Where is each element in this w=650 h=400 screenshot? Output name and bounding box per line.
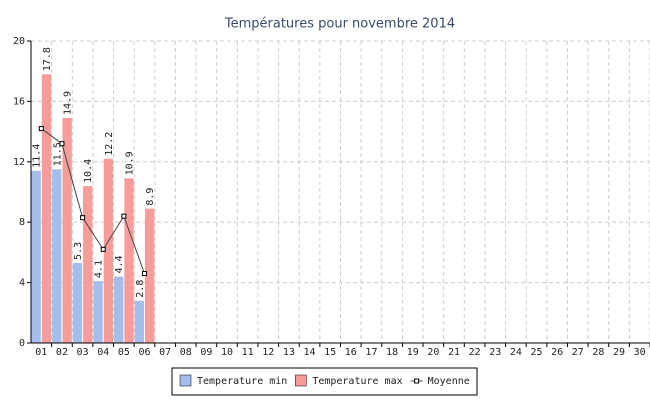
y-tick-label: 8 — [19, 217, 25, 228]
data-label: 8.9 — [145, 188, 156, 206]
x-tick-label: 23 — [489, 347, 501, 358]
bar — [72, 262, 83, 343]
y-tick-label: 20 — [13, 36, 25, 47]
legend-label: Temperature max — [312, 376, 402, 387]
x-tick-label: 19 — [407, 347, 419, 358]
x-tick-label: 14 — [304, 347, 316, 358]
x-tick-label: 30 — [634, 347, 646, 358]
x-tick-label: 16 — [345, 347, 357, 358]
data-label: 11.4 — [32, 144, 43, 168]
data-label: 4.4 — [114, 255, 125, 273]
x-tick-label: 08 — [180, 347, 192, 358]
legend-label: Moyenne — [428, 376, 470, 387]
x-tick-label: 15 — [324, 347, 336, 358]
legend-swatch — [179, 374, 192, 387]
x-tick-label: 09 — [200, 347, 212, 358]
x-tick-label: 01 — [35, 347, 47, 358]
x-tick-label: 12 — [262, 347, 274, 358]
data-label: 4.1 — [94, 260, 105, 278]
data-label: 12.2 — [104, 132, 115, 156]
line-marker — [38, 126, 44, 132]
x-tick-label: 21 — [448, 347, 460, 358]
x-tick-label: 18 — [386, 347, 398, 358]
x-tick-label: 02 — [56, 347, 68, 358]
data-label: 10.4 — [83, 159, 94, 183]
x-tick-label: 27 — [572, 347, 584, 358]
x-tick-label: 11 — [242, 347, 254, 358]
y-tick-label: 16 — [13, 96, 25, 107]
y-tick-label: 4 — [19, 278, 25, 289]
y-tick-label: 0 — [19, 338, 25, 349]
bar — [134, 300, 144, 343]
line — [41, 128, 145, 274]
line-marker — [100, 246, 106, 252]
x-tick-label: 04 — [97, 347, 109, 358]
bar — [52, 169, 62, 343]
x-tick-label: 05 — [118, 347, 130, 358]
legend: Temperature min Temperature max Moyenne — [171, 367, 478, 396]
bar — [41, 74, 52, 343]
legend-swatch — [295, 374, 307, 387]
chart-title: Températures pour novembre 2014 — [224, 17, 455, 32]
x-tick-label: 26 — [551, 347, 563, 358]
x-tick-label: 07 — [159, 347, 171, 358]
bar — [124, 178, 134, 343]
bar — [83, 185, 93, 343]
bar — [114, 276, 124, 343]
x-tick-label: 17 — [365, 347, 377, 358]
line-marker — [141, 271, 147, 277]
x-tick-label: 25 — [530, 347, 542, 358]
x-tick-label: 06 — [138, 347, 150, 358]
x-tick-label: 10 — [221, 347, 233, 358]
legend-box — [171, 367, 478, 396]
bar — [31, 170, 41, 343]
x-tick-label: 22 — [469, 347, 481, 358]
legend-marker — [414, 378, 420, 384]
data-label: 11.5 — [52, 142, 63, 166]
x-tick-label: 20 — [427, 347, 439, 358]
bar — [62, 118, 72, 343]
line-marker — [121, 213, 127, 219]
x-tick-label: 03 — [77, 347, 89, 358]
bar — [103, 158, 114, 343]
y-tick-label: 12 — [13, 157, 25, 168]
line-marker — [59, 141, 65, 147]
x-tick-label: 29 — [613, 347, 625, 358]
bar — [93, 281, 103, 343]
x-tick-label: 28 — [592, 347, 604, 358]
data-label: 2.8 — [135, 280, 146, 298]
bar — [144, 208, 155, 343]
line-marker — [80, 215, 86, 221]
x-tick-label: 13 — [283, 347, 295, 358]
legend-label: Temperature min — [197, 376, 287, 387]
data-label: 14.9 — [63, 91, 74, 115]
data-label: 17.8 — [42, 47, 53, 71]
x-tick-label: 24 — [510, 347, 522, 358]
data-label: 5.3 — [73, 242, 84, 260]
data-label: 10.9 — [125, 151, 136, 175]
